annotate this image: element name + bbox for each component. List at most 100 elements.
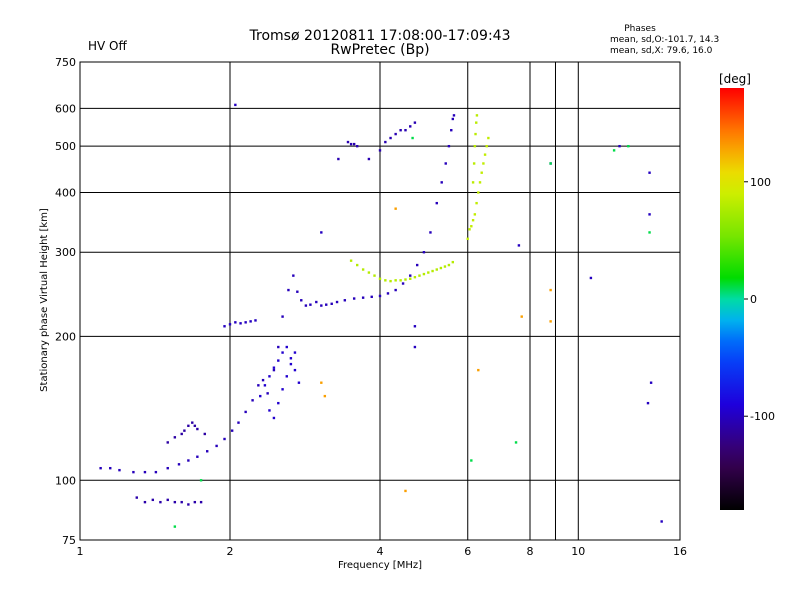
data-point xyxy=(183,429,186,432)
data-point xyxy=(234,321,237,324)
data-point xyxy=(451,117,455,121)
chart-title-line2: RwPretec (Bp) xyxy=(330,42,429,58)
data-point xyxy=(343,299,347,302)
data-point xyxy=(413,325,417,328)
data-point xyxy=(452,114,456,117)
x-tick-label: 16 xyxy=(673,545,687,558)
data-point xyxy=(296,290,299,293)
data-point xyxy=(378,294,382,298)
data-point xyxy=(277,359,280,362)
x-tick-label: 4 xyxy=(377,545,384,558)
data-point xyxy=(404,128,407,132)
data-point xyxy=(289,362,293,366)
chart-title-line1: Tromsø 20120811 17:08:00-17:09:43 xyxy=(249,28,511,44)
colorbar: 100 0 -100 xyxy=(720,88,775,510)
data-point xyxy=(196,455,199,458)
data-point xyxy=(394,207,397,210)
data-point xyxy=(272,416,276,420)
data-point xyxy=(612,149,616,152)
data-point xyxy=(439,266,443,270)
data-point xyxy=(427,271,430,274)
data-point xyxy=(404,278,407,281)
data-point xyxy=(435,201,438,205)
data-point xyxy=(660,520,663,523)
data-point xyxy=(293,368,297,372)
data-point xyxy=(394,288,397,292)
data-point xyxy=(450,128,453,132)
data-point xyxy=(472,162,476,165)
data-point xyxy=(384,279,387,282)
data-point xyxy=(475,121,478,124)
x-tick-label: 10 xyxy=(571,545,585,558)
data-point xyxy=(281,388,284,391)
data-point xyxy=(352,297,356,300)
data-point xyxy=(196,427,199,431)
data-point xyxy=(444,162,447,165)
data-point xyxy=(473,213,477,216)
data-point xyxy=(468,228,471,231)
y-tick-label: 600 xyxy=(55,102,76,115)
data-point xyxy=(177,463,181,466)
data-point xyxy=(355,144,359,148)
data-point xyxy=(234,103,237,107)
data-point xyxy=(199,479,203,482)
colorbar-unit: [deg] xyxy=(719,72,751,86)
data-point xyxy=(193,500,197,504)
data-point xyxy=(277,401,280,405)
phases-label: Phases xyxy=(624,24,656,34)
data-point xyxy=(230,429,234,432)
x-tick-label: 2 xyxy=(227,545,234,558)
data-point xyxy=(266,392,269,395)
data-point xyxy=(300,299,303,302)
data-point xyxy=(99,466,102,470)
data-point xyxy=(648,213,651,216)
data-point xyxy=(173,436,177,439)
data-point xyxy=(259,394,262,398)
data-point xyxy=(159,500,162,504)
data-point xyxy=(166,441,169,444)
data-point xyxy=(154,470,158,474)
data-point xyxy=(475,201,478,205)
colorbar-tick-label: -100 xyxy=(750,410,775,423)
data-point xyxy=(272,366,276,369)
data-point xyxy=(349,259,353,262)
data-point xyxy=(440,181,443,184)
data-point xyxy=(418,274,421,277)
data-point xyxy=(361,296,365,299)
data-point xyxy=(173,525,177,528)
data-point xyxy=(394,279,397,282)
data-point xyxy=(199,500,203,504)
data-point xyxy=(401,282,405,285)
data-point xyxy=(285,375,288,378)
data-point xyxy=(223,325,226,328)
data-point xyxy=(466,237,469,241)
data-point xyxy=(487,136,490,140)
data-point xyxy=(215,444,218,448)
data-point xyxy=(281,351,284,354)
data-point xyxy=(277,345,280,349)
data-point xyxy=(477,368,480,372)
data-point xyxy=(330,302,333,305)
data-point xyxy=(132,470,135,474)
data-point xyxy=(409,277,412,280)
data-point xyxy=(180,432,183,436)
plot-area: 75 100 200 300 400 500 600 750 1 2 4 6 8 10 16 xyxy=(55,56,687,558)
y-tick-label: 100 xyxy=(55,474,76,487)
data-point xyxy=(304,304,308,307)
data-point xyxy=(151,498,155,502)
data-point xyxy=(618,144,621,148)
data-point xyxy=(173,500,177,504)
data-point xyxy=(268,375,271,378)
data-point xyxy=(399,128,402,132)
data-point xyxy=(549,320,552,323)
data-point xyxy=(378,149,382,152)
data-point xyxy=(257,384,260,387)
data-point xyxy=(627,144,630,148)
data-point xyxy=(447,263,451,267)
data-point xyxy=(223,437,226,441)
x-axis-label: Frequency [MHz] xyxy=(338,560,422,571)
data-point xyxy=(470,459,473,462)
stat-o: mean, sd,O:-101.7, 14.3 xyxy=(610,35,719,45)
data-point xyxy=(413,275,417,279)
data-point xyxy=(135,496,138,499)
